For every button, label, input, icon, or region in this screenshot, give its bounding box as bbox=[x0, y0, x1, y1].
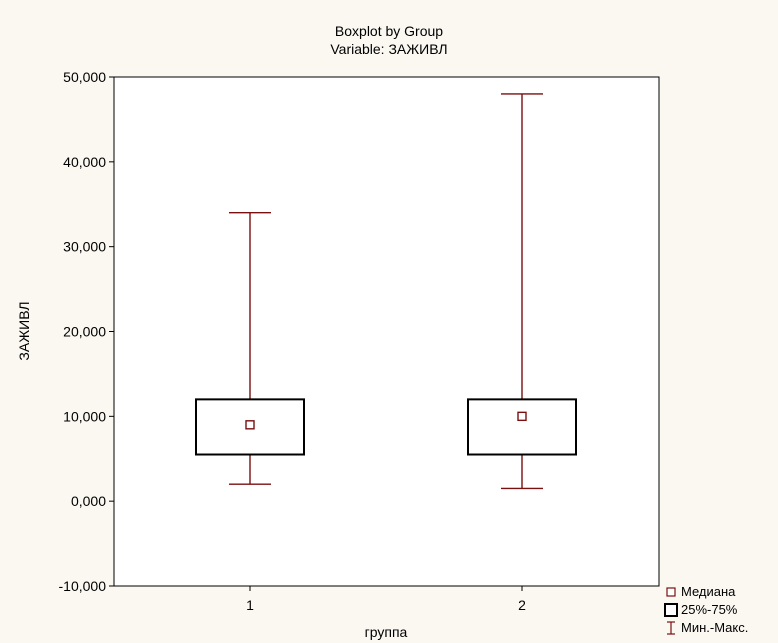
legend-item-box: 25%-75% bbox=[663, 601, 775, 619]
median-marker bbox=[517, 411, 527, 422]
y-axis-ticks: -10,000 0,000 10,000 20,000 30,000 40,000 50,0… bbox=[59, 69, 114, 594]
y-tick-label: 30,000 bbox=[63, 239, 106, 255]
legend-label-median: Медиана bbox=[681, 584, 736, 599]
chart-title: Boxplot by Group bbox=[335, 23, 443, 39]
whisker-icon bbox=[663, 620, 679, 636]
legend-item-whisker: Мин.-Макс. bbox=[663, 619, 775, 637]
legend-item-median: Медиана bbox=[663, 583, 775, 601]
y-axis-label: ЗАЖИВЛ bbox=[16, 301, 32, 360]
box-icon bbox=[663, 602, 679, 618]
plot-area bbox=[113, 76, 660, 587]
x-axis-label: группа bbox=[365, 624, 408, 640]
y-tick-label: 50,000 bbox=[63, 69, 106, 85]
chart-subtitle: Variable: ЗАЖИВЛ bbox=[330, 41, 447, 57]
legend-label-box: 25%-75% bbox=[681, 602, 738, 617]
x-tick-label: 2 bbox=[518, 597, 526, 613]
boxplot-group-2 bbox=[467, 93, 577, 490]
y-tick-label: 0,000 bbox=[71, 493, 106, 509]
chart-legend: Медиана 25%-75% Мин.-Макс. bbox=[663, 583, 775, 637]
y-tick-label: 10,000 bbox=[63, 408, 106, 424]
box-series bbox=[195, 93, 577, 490]
quartile-box bbox=[467, 398, 577, 456]
y-tick-label: -10,000 bbox=[59, 578, 107, 594]
legend-label-whisker: Мин.-Макс. bbox=[681, 620, 749, 635]
x-tick-label: 1 bbox=[246, 597, 254, 613]
y-tick-label: 20,000 bbox=[63, 324, 106, 340]
median-square-icon bbox=[663, 584, 679, 600]
median-marker bbox=[245, 420, 255, 430]
y-tick-label: 40,000 bbox=[63, 154, 106, 170]
boxplot-group-1 bbox=[195, 212, 305, 485]
